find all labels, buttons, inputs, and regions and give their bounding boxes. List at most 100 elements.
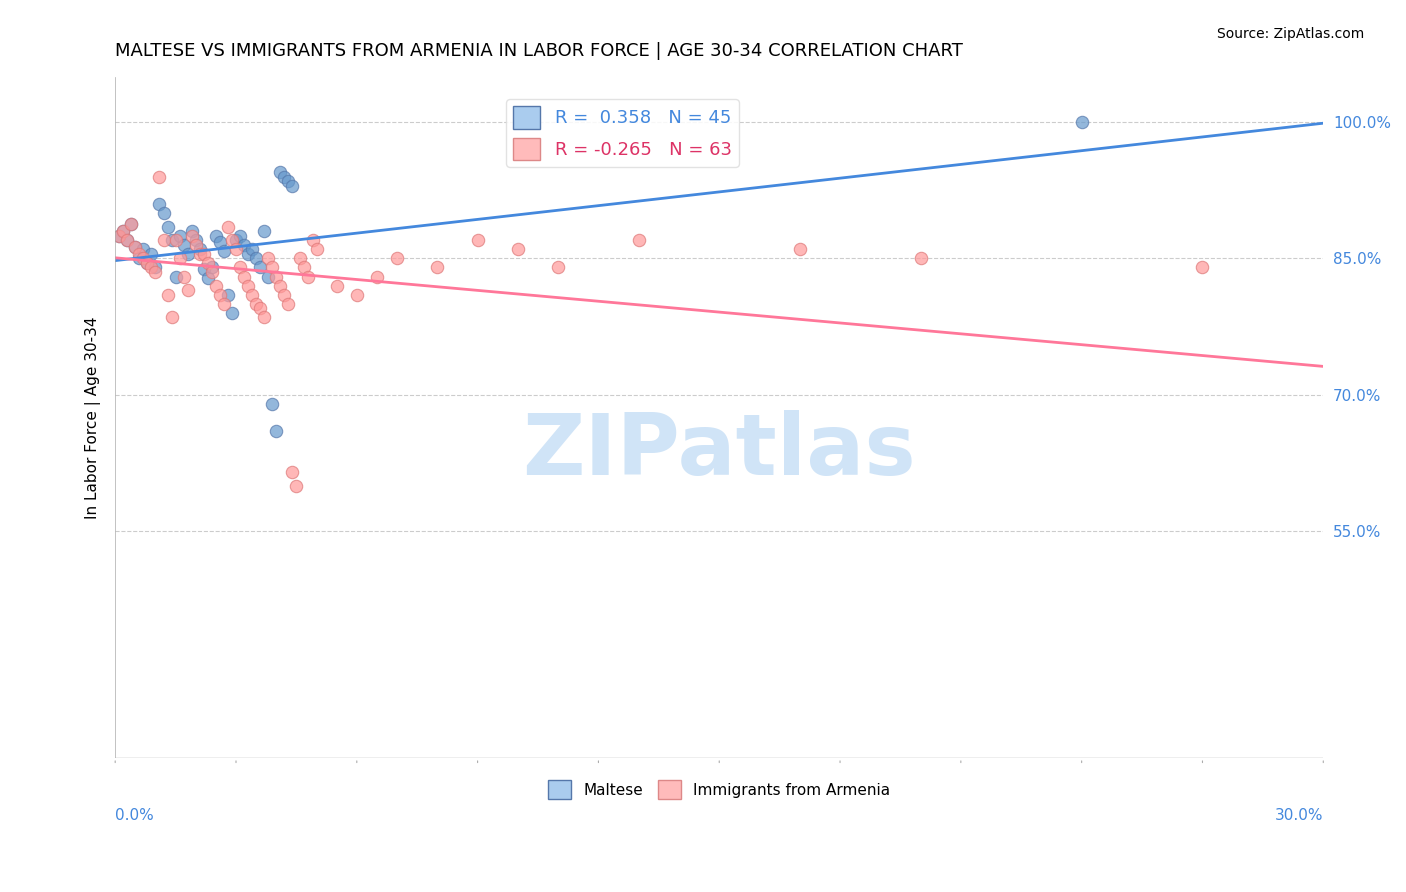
- Point: [789, 242, 811, 256]
- Point: [180, 224, 202, 238]
- Point: [262, 397, 284, 411]
- Point: [269, 278, 291, 293]
- Point: [290, 252, 312, 266]
- Point: [1070, 115, 1092, 129]
- Point: [249, 301, 271, 316]
- Point: [180, 228, 202, 243]
- Point: [141, 260, 163, 275]
- Point: [160, 310, 183, 325]
- Point: [257, 269, 280, 284]
- Point: [236, 278, 259, 293]
- Text: MALTESE VS IMMIGRANTS FROM ARMENIA IN LABOR FORCE | AGE 30-34 CORRELATION CHART: MALTESE VS IMMIGRANTS FROM ARMENIA IN LA…: [115, 42, 963, 60]
- Point: [176, 283, 198, 297]
- Point: [285, 478, 308, 492]
- Point: [297, 269, 319, 284]
- Point: [366, 269, 388, 284]
- Point: [506, 242, 529, 256]
- Point: [627, 233, 650, 247]
- Point: [910, 252, 932, 266]
- Point: [212, 244, 235, 258]
- Point: [169, 252, 191, 266]
- Point: [273, 169, 295, 184]
- Point: [173, 237, 195, 252]
- Point: [208, 235, 231, 249]
- Point: [117, 233, 139, 247]
- Point: [281, 465, 304, 479]
- Point: [156, 287, 179, 301]
- Point: [197, 271, 219, 285]
- Point: [253, 310, 276, 325]
- Point: [262, 260, 284, 275]
- Point: [141, 247, 163, 261]
- Point: [225, 233, 247, 247]
- Point: [245, 297, 267, 311]
- Point: [257, 252, 280, 266]
- Point: [193, 247, 215, 261]
- Point: [205, 278, 228, 293]
- Point: [108, 228, 131, 243]
- Point: [148, 169, 170, 184]
- Legend: Maltese, Immigrants from Armenia: Maltese, Immigrants from Armenia: [541, 774, 897, 805]
- Point: [173, 269, 195, 284]
- Point: [217, 219, 239, 234]
- Point: [264, 424, 287, 438]
- Point: [229, 260, 252, 275]
- Point: [152, 206, 174, 220]
- Point: [294, 260, 316, 275]
- Point: [221, 233, 243, 247]
- Point: [240, 242, 263, 256]
- Point: [169, 228, 191, 243]
- Point: [249, 260, 271, 275]
- Point: [301, 233, 323, 247]
- Text: 0.0%: 0.0%: [115, 808, 153, 823]
- Text: Source: ZipAtlas.com: Source: ZipAtlas.com: [1216, 27, 1364, 41]
- Point: [152, 233, 174, 247]
- Point: [385, 252, 408, 266]
- Point: [305, 242, 328, 256]
- Point: [112, 224, 135, 238]
- Point: [128, 252, 150, 266]
- Point: [193, 262, 215, 277]
- Point: [253, 224, 276, 238]
- Point: [273, 287, 295, 301]
- Point: [165, 233, 187, 247]
- Point: [221, 306, 243, 320]
- Point: [264, 269, 287, 284]
- Point: [201, 260, 224, 275]
- Y-axis label: In Labor Force | Age 30-34: In Labor Force | Age 30-34: [86, 316, 101, 518]
- Point: [277, 297, 299, 311]
- Point: [128, 247, 150, 261]
- Point: [136, 256, 159, 270]
- Point: [160, 233, 183, 247]
- Point: [208, 287, 231, 301]
- Point: [117, 233, 139, 247]
- Point: [1191, 260, 1213, 275]
- Point: [188, 242, 211, 256]
- Point: [277, 174, 299, 188]
- Point: [108, 228, 131, 243]
- Point: [325, 278, 347, 293]
- Point: [176, 247, 198, 261]
- Point: [547, 260, 569, 275]
- Point: [120, 217, 142, 231]
- Point: [197, 256, 219, 270]
- Point: [281, 178, 304, 193]
- Point: [212, 297, 235, 311]
- Point: [233, 269, 256, 284]
- Point: [225, 242, 247, 256]
- Point: [145, 265, 167, 279]
- Point: [245, 252, 267, 266]
- Point: [240, 287, 263, 301]
- Point: [188, 247, 211, 261]
- Text: 30.0%: 30.0%: [1275, 808, 1323, 823]
- Point: [467, 233, 489, 247]
- Text: ZIPatlas: ZIPatlas: [523, 410, 917, 493]
- Point: [236, 247, 259, 261]
- Point: [124, 240, 146, 254]
- Point: [269, 165, 291, 179]
- Point: [112, 224, 135, 238]
- Point: [426, 260, 449, 275]
- Point: [124, 240, 146, 254]
- Point: [346, 287, 368, 301]
- Point: [132, 252, 155, 266]
